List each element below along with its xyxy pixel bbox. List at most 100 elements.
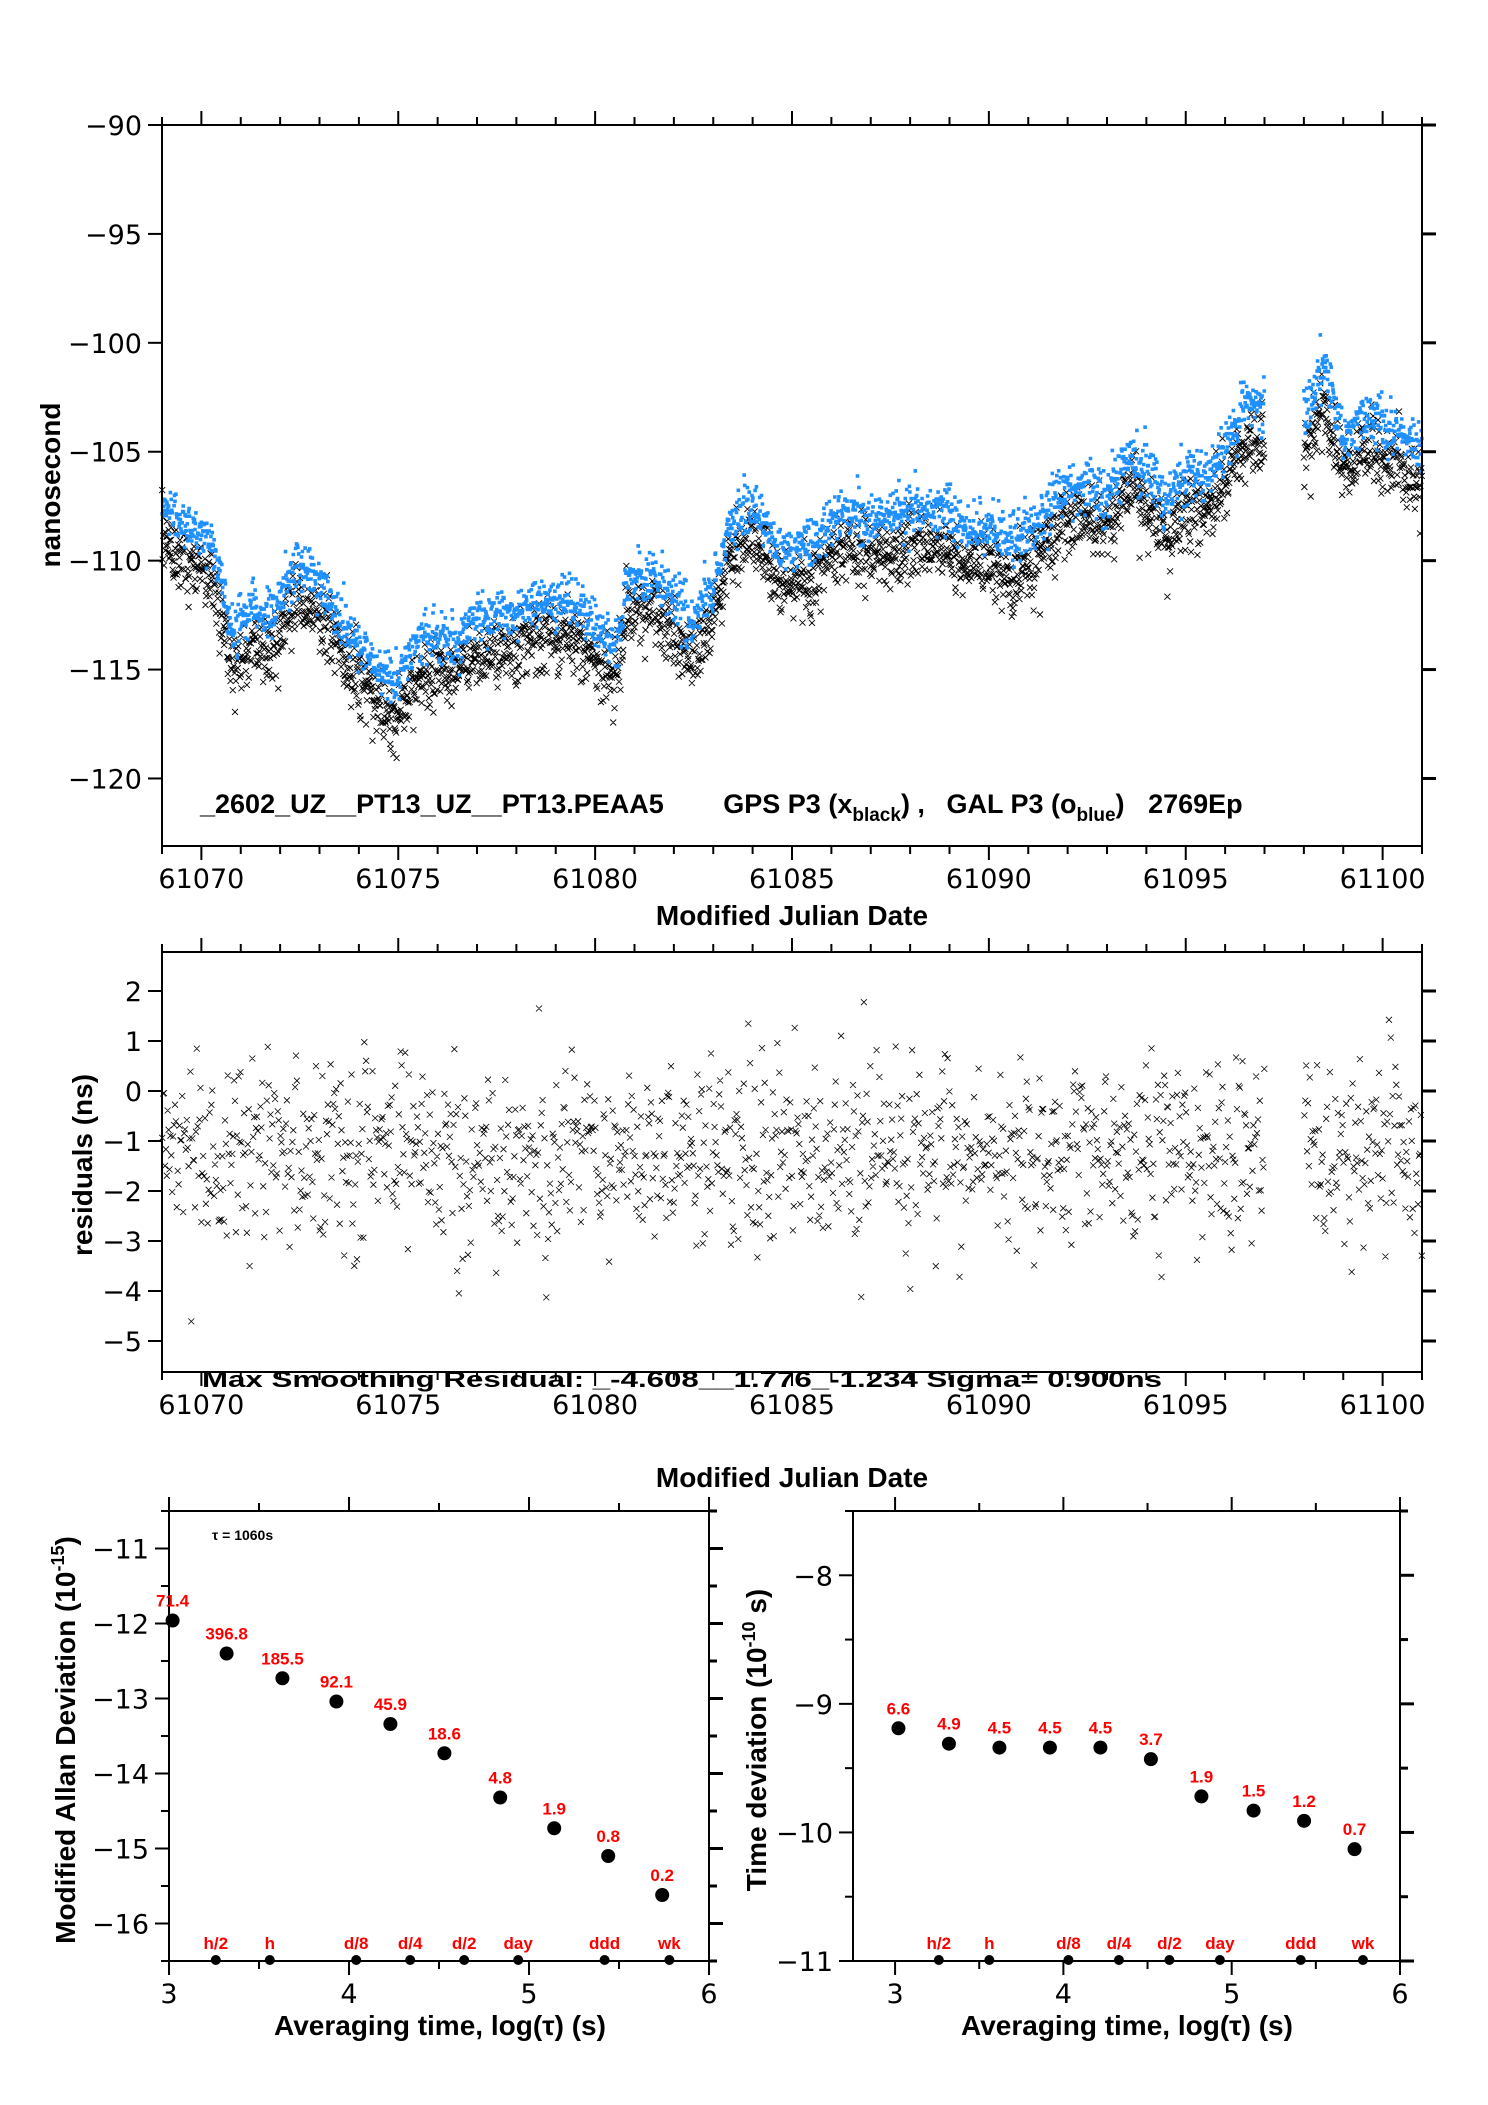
tdev-time-marker-label: h/2 [927, 1934, 952, 1953]
mdev-time-marker [459, 1955, 470, 1965]
phase-annotation: _2602_UZ__PT13_UZ__PT13.PEAA5 GPS P3 (x b… [199, 789, 1243, 826]
y-tick-label: −105 [68, 438, 142, 469]
x-tick-label: 3 [886, 1979, 903, 2010]
y-tick-label: 0 [125, 1077, 142, 1108]
plot-frame [161, 124, 1423, 847]
mdev-time-marker-label: ddd [589, 1934, 620, 1953]
tdev-time-marker [984, 1955, 995, 1965]
residual-data-points [158, 998, 1426, 1325]
tdev-xlabel: Averaging time, log(τ) (s) [961, 2010, 1293, 2041]
tdev-time-marker [1113, 1955, 1124, 1965]
mdev-point-label: 0.2 [650, 1866, 674, 1885]
y-tick-label: −16 [92, 1910, 149, 1941]
mdev-point-label: 4.8 [488, 1769, 512, 1788]
residuals-plot: 61070 61075 61080 61085 61090 61095 61100 2 1 0 −1… [67, 938, 1436, 1493]
tdev-point-label: 6.6 [887, 1699, 911, 1718]
tdev-point [1042, 1740, 1057, 1755]
mdev-xlabel: Averaging time, log(τ) (s) [274, 2010, 606, 2041]
residuals-xlabel: Modified Julian Date [656, 1462, 928, 1493]
mdev-point-label: 18.6 [428, 1724, 461, 1743]
tdev-point [1297, 1813, 1312, 1828]
x-tick-label: 61095 [1143, 1390, 1229, 1421]
tdev-point-label: 1.5 [1242, 1782, 1266, 1801]
y-tick-label: −11 [776, 1947, 833, 1978]
y-tick-label: −90 [85, 111, 142, 142]
mdev-axes: 3 4 5 6 −11 −12 −13 −14 −15 −16 [92, 1497, 723, 2010]
tdev-time-marker [1214, 1955, 1225, 1965]
mdev-point [275, 1671, 290, 1686]
x-tick-label: 3 [160, 1979, 177, 2010]
mdev-point-label: 45.9 [374, 1695, 407, 1714]
x-tick-label: 61070 [158, 864, 244, 895]
y-tick-label: −15 [92, 1835, 149, 1866]
tdev-point-label: 3.7 [1139, 1730, 1163, 1749]
tdev-point-label: 4.5 [988, 1719, 1012, 1738]
phase-data-points [158, 333, 1426, 762]
x-tick-label: 61070 [158, 1390, 244, 1421]
x-tick-label: 6 [700, 1979, 717, 2010]
y-tick-label: −110 [68, 547, 142, 578]
y-tick-label: −11 [92, 1535, 149, 1566]
residuals-axes: 61070 61075 61080 61085 61090 61095 61100 2 1 0 −1… [102, 938, 1436, 1421]
mdev-point-label: 71.4 [156, 1592, 190, 1611]
mdev-point [329, 1694, 344, 1709]
x-tick-label: 61090 [946, 864, 1032, 895]
x-tick-label: 61085 [749, 1390, 835, 1421]
tdev-point [1246, 1803, 1261, 1818]
tdev-point-label: 1.2 [1292, 1792, 1316, 1811]
gps-p3-points [158, 370, 1426, 762]
y-tick-label: 2 [125, 977, 142, 1008]
plot-frame [852, 1510, 1401, 1962]
mdev-point [655, 1888, 670, 1902]
tdev-time-marker-label: wk [1351, 1934, 1375, 1953]
mdev-ylabel-close: ) [50, 1536, 81, 1545]
tdev-time-marker [1164, 1955, 1175, 1965]
tdev-time-marker-label: h [984, 1934, 994, 1953]
x-tick-label: 6 [1391, 1979, 1408, 2010]
mdev-time-marker [264, 1955, 275, 1965]
x-tick-label: 61095 [1143, 864, 1229, 895]
tdev-ylabel-sup: -10 [739, 1621, 759, 1647]
x-tick-label: 61100 [1340, 864, 1426, 895]
mdev-point [383, 1717, 398, 1731]
tdev-time-marker [1295, 1955, 1306, 1965]
tdev-time-marker-label: d/4 [1107, 1934, 1132, 1953]
y-tick-label: −1 [102, 1127, 142, 1158]
mdev-time-marker [351, 1955, 362, 1965]
tdev-ylabel-main: Time deviation (10 [741, 1647, 772, 1891]
y-tick-label: −115 [68, 656, 142, 687]
y-tick-label: −5 [102, 1327, 142, 1358]
gal-p3-points [160, 333, 1424, 705]
tdev-time-marker [933, 1955, 944, 1965]
y-tick-label: −12 [92, 1610, 149, 1641]
gps-legend: GPS P3 (x [723, 789, 852, 819]
plot-frame [161, 951, 1423, 1373]
tdev-point-label: 4.5 [1038, 1719, 1062, 1738]
x-tick-label: 4 [1055, 1979, 1072, 2010]
gps-legend-close: ) , [901, 789, 925, 819]
y-tick-label: −8 [793, 1561, 833, 1592]
residuals-annotation: Max Smoothing Residual: _-4.608__1.776_-… [202, 1367, 1162, 1392]
y-tick-label: −3 [102, 1227, 142, 1258]
tdev-point [1347, 1842, 1362, 1857]
mdev-time-marker-label: day [504, 1934, 534, 1953]
mdev-time-marker [664, 1955, 675, 1965]
mdev-point [493, 1790, 508, 1805]
tdev-time-marker-label: d/2 [1157, 1934, 1182, 1953]
mdev-time-marker [513, 1955, 524, 1965]
tdev-time-marker-label: ddd [1285, 1934, 1316, 1953]
mdev-point-label: 396.8 [205, 1625, 248, 1644]
gal-legend-sub: blue [1076, 805, 1115, 826]
tdev-point [1093, 1740, 1108, 1755]
mdev-point-label: 92.1 [320, 1673, 353, 1692]
mdev-time-marker-label: d/8 [344, 1934, 369, 1953]
mdev-time-marker-label: h [265, 1934, 275, 1953]
tdev-point [1194, 1789, 1209, 1804]
tdev-point-label: 0.7 [1343, 1820, 1367, 1839]
y-tick-label: −95 [85, 220, 142, 251]
y-tick-label: −13 [92, 1685, 149, 1716]
run-id: _2602_UZ__PT13_UZ__PT13.PEAA5 [199, 789, 664, 819]
x-tick-label: 5 [520, 1979, 537, 2010]
tdev-time-marker-label: day [1205, 1934, 1235, 1953]
